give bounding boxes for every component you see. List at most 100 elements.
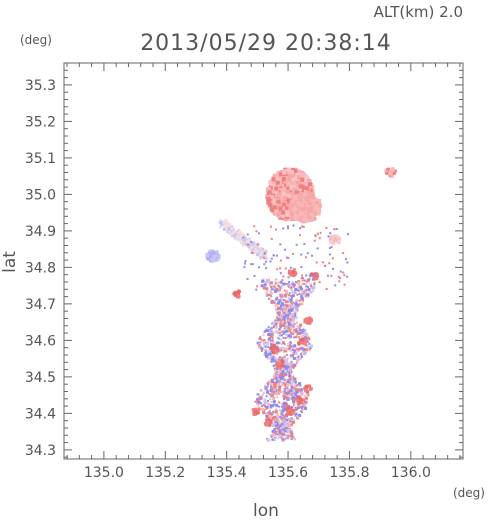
echo-cell-strip xyxy=(289,428,292,431)
echo-cell-strip xyxy=(279,323,283,327)
echo-cell-strip xyxy=(304,332,307,335)
echo-cell-north xyxy=(287,173,292,178)
echo-cell-band xyxy=(224,220,228,224)
echo-cell-strip xyxy=(271,398,274,401)
echo-cell-strip xyxy=(278,311,281,314)
echo-cell-strip xyxy=(278,425,281,428)
echo-cell-strip xyxy=(284,358,288,362)
echo-cell-strip xyxy=(266,438,270,442)
echo-cell-strip xyxy=(291,290,295,294)
echo-speck xyxy=(246,278,249,281)
echo-cell-strip xyxy=(299,332,302,335)
echo-cell-strip xyxy=(280,297,283,300)
echo-cell-strip xyxy=(296,416,300,420)
echo-cell-north xyxy=(270,183,275,188)
echo-cell-strip xyxy=(278,321,281,324)
echo-cell-strip xyxy=(263,345,266,348)
echo-cell-strip xyxy=(270,393,274,397)
echo-cell-northeast xyxy=(390,167,394,171)
echo-cell-strip xyxy=(278,290,281,293)
echo-cell-strip xyxy=(267,346,270,349)
echo-cell-strip xyxy=(282,321,285,324)
echo-cell-north xyxy=(292,182,297,187)
echo-speck xyxy=(299,227,302,230)
echo-cell-strip xyxy=(287,389,291,393)
echo-cell-strip xyxy=(270,339,273,342)
echo-cell-strip xyxy=(276,359,279,362)
echo-speck xyxy=(276,268,279,271)
echo-cell-strip xyxy=(272,410,275,413)
echo-cell-strip xyxy=(284,300,288,304)
echo-cell-strip xyxy=(293,384,297,388)
echo-cell-strip xyxy=(288,306,291,309)
echo-cell-strip xyxy=(299,323,303,327)
echo-cell-strong xyxy=(292,268,296,272)
echo-cell-strip xyxy=(299,287,303,291)
echo-speck xyxy=(287,256,290,259)
echo-speck xyxy=(309,275,312,278)
echo-cell-strip xyxy=(298,292,301,295)
echo-cell-strip xyxy=(288,311,291,314)
echo-cell-strip xyxy=(301,411,304,414)
echo-cell-strip xyxy=(269,389,273,393)
echo-cell-strip xyxy=(303,399,306,402)
echo-cell-strip xyxy=(290,362,293,365)
echo-cell-north xyxy=(282,195,287,200)
echo-cell-strip xyxy=(276,289,279,292)
echo-speck xyxy=(257,243,260,246)
echo-cell-strip xyxy=(284,332,287,335)
echo-cell-north xyxy=(281,170,286,175)
echo-cell-strip xyxy=(275,403,279,407)
echo-cell-north xyxy=(304,182,309,187)
echo-cell-strong xyxy=(287,269,291,273)
echo-cell-strip xyxy=(303,403,307,407)
echo-cell-north xyxy=(287,177,292,182)
echo-cell-strip xyxy=(275,320,278,323)
echo-cell-strip xyxy=(299,390,302,393)
echo-cell-strip xyxy=(290,288,293,291)
echo-cell-strip xyxy=(303,329,307,333)
echo-cell-strip xyxy=(292,418,295,421)
echo-cell-strip xyxy=(301,332,304,335)
echo-cell-strip xyxy=(284,414,288,418)
echo-cell-north xyxy=(296,175,301,180)
echo-cell-strip xyxy=(281,346,285,350)
echo-speck xyxy=(285,256,288,259)
echo-cell-strip xyxy=(291,391,295,395)
echo-cell-strip xyxy=(276,419,279,422)
echo-cell-strip xyxy=(292,389,296,393)
echo-cell-northeast xyxy=(390,174,394,178)
echo-cell-band xyxy=(224,226,228,230)
echo-cell-strong xyxy=(275,347,279,351)
echo-cell-north xyxy=(315,199,320,204)
echo-cell-strip xyxy=(272,436,275,439)
echo-cell-strip xyxy=(279,304,282,307)
echo-cell-band xyxy=(245,241,249,245)
echo-cell-strip xyxy=(293,328,296,331)
echo-cell-strip xyxy=(304,289,307,292)
echo-cell-strip xyxy=(289,397,292,400)
echo-cell-strip xyxy=(278,379,281,382)
echo-cell-strip xyxy=(278,374,281,377)
echo-cell-north xyxy=(314,201,319,206)
echo-cell-strip xyxy=(264,401,268,405)
echo-cell-west xyxy=(217,254,221,258)
echo-cell-strip xyxy=(299,303,302,306)
echo-cell-strip xyxy=(283,289,286,292)
y-tick-label: 35.0 xyxy=(25,187,56,203)
echo-cell-strip xyxy=(273,389,276,392)
echo-cell-strip xyxy=(310,344,314,348)
echo-cell-strip xyxy=(276,426,279,429)
echo-cell-strip xyxy=(272,360,275,363)
echo-cell-strip xyxy=(275,316,278,319)
echo-cell-strip xyxy=(270,287,274,291)
echo-cell-strip xyxy=(288,433,291,436)
echo-cell-strip xyxy=(289,389,293,393)
echo-cell-north xyxy=(286,186,291,191)
echo-cell-band xyxy=(226,222,230,226)
echo-cell-east xyxy=(335,234,339,238)
echo-cell-strip xyxy=(260,347,264,351)
echo-cell-strong xyxy=(291,409,295,413)
x-tick-label: 136.0 xyxy=(391,465,431,481)
echo-cell-strip xyxy=(296,348,299,351)
